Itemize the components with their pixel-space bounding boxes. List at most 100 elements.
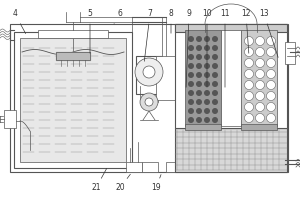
Circle shape: [188, 45, 194, 51]
Circle shape: [196, 108, 202, 114]
Circle shape: [256, 102, 265, 112]
Circle shape: [196, 90, 202, 96]
Circle shape: [256, 58, 265, 68]
Circle shape: [212, 36, 218, 42]
Text: 10: 10: [202, 9, 212, 87]
Circle shape: [135, 58, 163, 86]
Text: 9: 9: [186, 9, 191, 87]
Text: 6: 6: [114, 9, 122, 24]
Circle shape: [266, 58, 275, 68]
Circle shape: [196, 45, 202, 51]
Bar: [185, 124, 221, 130]
Circle shape: [266, 102, 275, 112]
Bar: [241, 30, 277, 126]
Text: 21: 21: [91, 168, 107, 192]
Circle shape: [266, 36, 275, 46]
Circle shape: [266, 47, 275, 56]
Bar: [156, 56, 176, 100]
Text: 19: 19: [151, 175, 161, 192]
Circle shape: [244, 80, 253, 90]
Circle shape: [244, 92, 253, 100]
Bar: [38, 30, 108, 38]
Circle shape: [204, 54, 210, 60]
Circle shape: [212, 90, 218, 96]
Circle shape: [204, 99, 210, 105]
Bar: [175, 128, 287, 172]
Circle shape: [188, 108, 194, 114]
Bar: [175, 24, 287, 128]
Circle shape: [244, 47, 253, 56]
Circle shape: [204, 117, 210, 123]
Circle shape: [196, 81, 202, 87]
Circle shape: [244, 58, 253, 68]
Circle shape: [266, 114, 275, 122]
Circle shape: [212, 81, 218, 87]
Bar: [185, 30, 221, 126]
Bar: [166, 162, 178, 172]
Circle shape: [140, 93, 158, 111]
Circle shape: [188, 99, 194, 105]
Circle shape: [212, 45, 218, 51]
Circle shape: [145, 98, 153, 106]
Bar: [221, 30, 241, 126]
Circle shape: [196, 63, 202, 69]
Circle shape: [244, 70, 253, 78]
Text: 11: 11: [220, 9, 230, 87]
Text: 4: 4: [13, 9, 26, 34]
Circle shape: [204, 72, 210, 78]
Circle shape: [256, 70, 265, 78]
Circle shape: [204, 63, 210, 69]
Circle shape: [188, 117, 194, 123]
Circle shape: [212, 72, 218, 78]
Bar: [10, 24, 288, 172]
Circle shape: [188, 36, 194, 42]
Circle shape: [188, 72, 194, 78]
Circle shape: [188, 63, 194, 69]
Circle shape: [196, 36, 202, 42]
Circle shape: [244, 114, 253, 122]
Circle shape: [196, 72, 202, 78]
Circle shape: [204, 81, 210, 87]
Text: 5: 5: [88, 9, 92, 53]
Circle shape: [256, 114, 265, 122]
Bar: [142, 162, 158, 172]
Text: 12: 12: [241, 9, 251, 53]
Text: 20: 20: [115, 174, 130, 192]
Circle shape: [196, 54, 202, 60]
Circle shape: [143, 66, 155, 78]
Circle shape: [204, 108, 210, 114]
Circle shape: [188, 90, 194, 96]
Circle shape: [212, 63, 218, 69]
Bar: [175, 24, 287, 32]
Bar: [4, 110, 16, 128]
Circle shape: [204, 45, 210, 51]
Circle shape: [244, 102, 253, 112]
Text: 7: 7: [144, 9, 152, 61]
Circle shape: [256, 47, 265, 56]
Text: 8: 8: [169, 9, 173, 33]
Circle shape: [266, 70, 275, 78]
Bar: [285, 42, 295, 64]
Circle shape: [204, 36, 210, 42]
Circle shape: [266, 92, 275, 100]
Circle shape: [188, 54, 194, 60]
Text: 13: 13: [259, 9, 278, 57]
Circle shape: [256, 92, 265, 100]
Bar: [56, 52, 90, 60]
Circle shape: [256, 80, 265, 90]
Circle shape: [244, 36, 253, 46]
Circle shape: [188, 81, 194, 87]
Circle shape: [212, 108, 218, 114]
Circle shape: [196, 99, 202, 105]
Circle shape: [256, 36, 265, 46]
Circle shape: [266, 80, 275, 90]
Circle shape: [196, 117, 202, 123]
Bar: [14, 32, 132, 168]
Bar: [20, 38, 126, 162]
Circle shape: [212, 99, 218, 105]
Circle shape: [212, 54, 218, 60]
Bar: [126, 162, 142, 172]
Circle shape: [204, 90, 210, 96]
Bar: [241, 124, 277, 130]
Circle shape: [212, 117, 218, 123]
